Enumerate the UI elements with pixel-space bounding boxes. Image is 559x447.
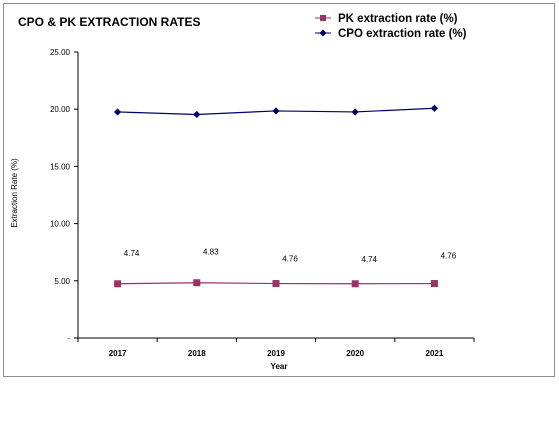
- y-tick-label: 5.00: [54, 277, 70, 286]
- data-point-cpo: [272, 107, 280, 115]
- data-point-pk: [351, 280, 359, 288]
- data-label-pk: 4.74: [124, 249, 140, 258]
- data-point-pk: [430, 280, 438, 288]
- legend-label-pk: PK extraction rate (%): [338, 13, 458, 25]
- x-tick-label: 2018: [188, 349, 206, 358]
- y-tick-label: 20.00: [50, 105, 71, 114]
- x-tick-label: 2021: [426, 349, 444, 358]
- y-tick-label: 15.00: [50, 162, 71, 171]
- y-tick-label: 25.00: [50, 48, 71, 57]
- x-axis-title: Year: [271, 362, 288, 371]
- legend-marker-cpo: [319, 29, 327, 37]
- data-label-pk: 4.76: [441, 252, 457, 261]
- y-tick-label: -: [67, 334, 70, 343]
- data-point-pk: [193, 279, 201, 287]
- data-point-cpo: [351, 108, 359, 116]
- data-point-cpo: [430, 104, 438, 112]
- y-axis-title: Extraction Rate (%): [10, 158, 19, 228]
- legend-label-cpo: CPO extraction rate (%): [338, 28, 467, 40]
- data-label-pk: 4.74: [361, 255, 377, 264]
- data-point-cpo: [193, 110, 201, 119]
- data-point-cpo: [114, 108, 122, 116]
- data-point-pk: [114, 280, 122, 288]
- data-point-pk: [272, 280, 280, 288]
- x-tick-label: 2020: [346, 349, 364, 358]
- y-tick-label: 10.00: [50, 220, 71, 229]
- x-tick-label: 2019: [267, 349, 285, 358]
- legend: PK extraction rate (%) CPO extraction ra…: [315, 13, 467, 40]
- data-label-pk: 4.83: [203, 248, 219, 257]
- data-label-pk: 4.76: [282, 255, 298, 264]
- chart-frame: [3, 3, 555, 377]
- x-tick-label: 2017: [109, 349, 127, 358]
- chart-title: CPO & PK EXTRACTION RATES: [18, 15, 200, 29]
